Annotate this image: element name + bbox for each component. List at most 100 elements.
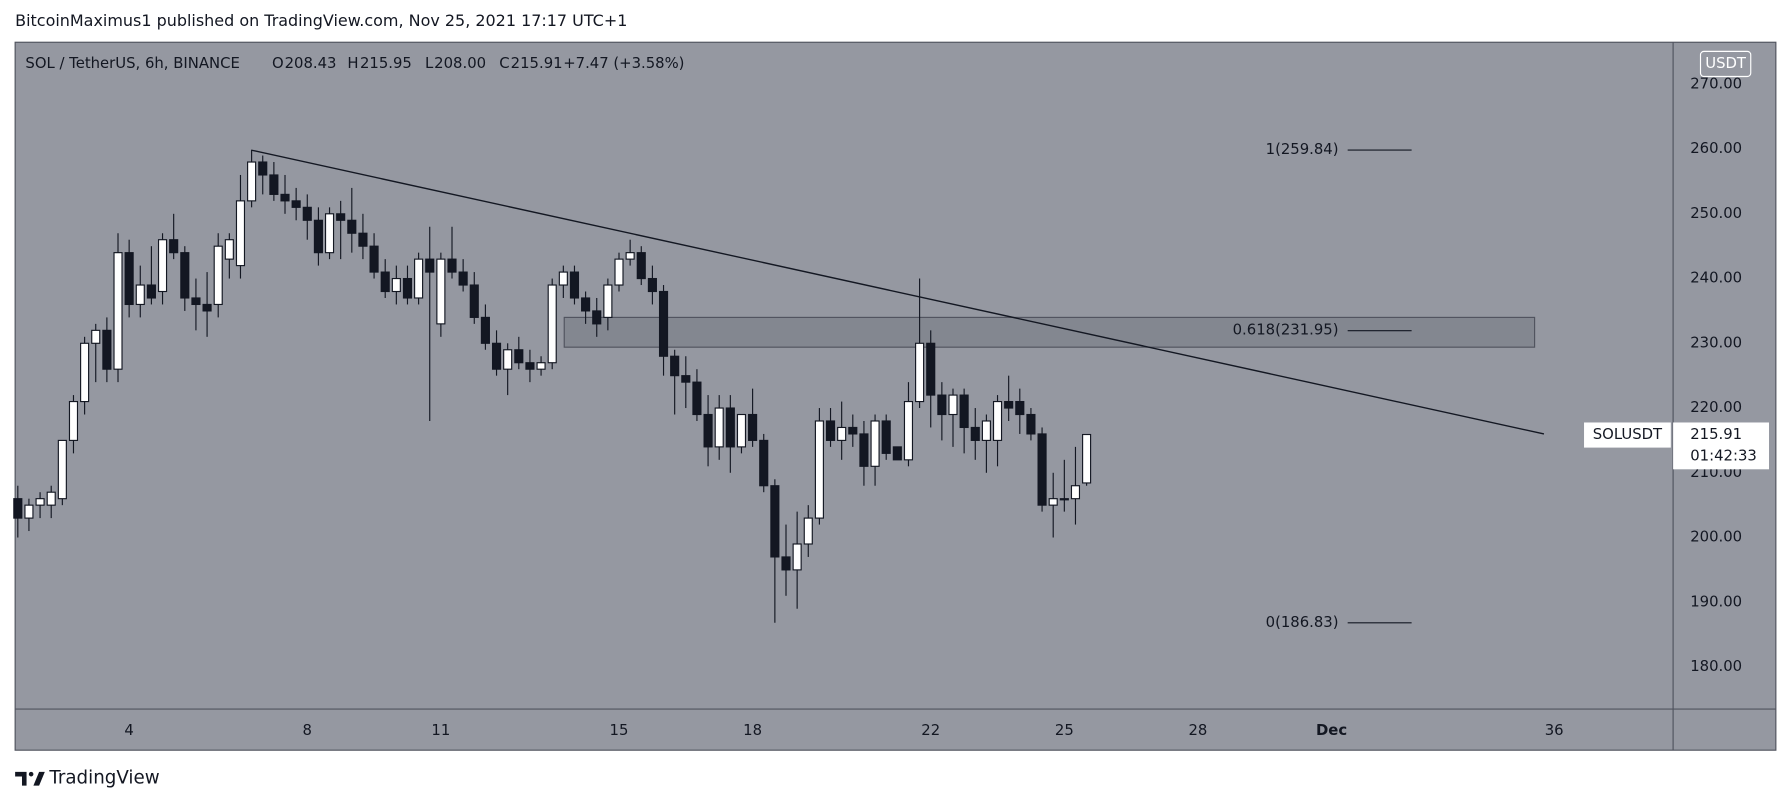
legend-field: H bbox=[347, 55, 358, 72]
candle-body-up bbox=[803, 517, 813, 545]
candle-body-down bbox=[258, 161, 268, 176]
logo bbox=[15, 771, 45, 786]
candle-body-down bbox=[302, 206, 312, 221]
candle-body-down bbox=[592, 310, 602, 325]
candle-body-down bbox=[202, 303, 212, 312]
candle-body-up bbox=[736, 413, 747, 448]
candle-body-up bbox=[503, 349, 513, 370]
candle-body-down bbox=[748, 413, 758, 441]
y-tick-label: 180.00 bbox=[1690, 658, 1742, 675]
candle-body-up bbox=[68, 400, 79, 441]
candle-body-up bbox=[547, 284, 557, 364]
candle-body-down bbox=[1004, 400, 1014, 409]
y-tick-label: 260.00 bbox=[1690, 140, 1742, 157]
candle-body-up bbox=[1059, 498, 1069, 501]
candle-body-down bbox=[491, 342, 502, 370]
candle-body-down bbox=[525, 362, 535, 370]
y-tick-label: 250.00 bbox=[1690, 205, 1742, 222]
logo-mark bbox=[33, 771, 45, 786]
x-tick-label: 28 bbox=[1188, 722, 1207, 739]
candle-body-up bbox=[948, 394, 958, 416]
logo-mark bbox=[15, 771, 27, 786]
candle-body-up bbox=[792, 543, 802, 571]
candle-body-up bbox=[24, 504, 34, 519]
candle-body-up bbox=[57, 439, 67, 500]
candle-body-down bbox=[347, 219, 357, 234]
candle-body-up bbox=[1070, 485, 1081, 500]
candle-body-down bbox=[703, 413, 713, 448]
fib-label: 1(259.84) bbox=[1266, 141, 1339, 158]
candle-body-down bbox=[926, 342, 936, 396]
y-tick-label: 270.00 bbox=[1690, 75, 1742, 92]
candle-body-down bbox=[336, 213, 346, 221]
candle-body-down bbox=[781, 556, 791, 571]
candle-body-up bbox=[837, 426, 847, 441]
y-tick-label: 200.00 bbox=[1690, 529, 1742, 546]
candle-body-up bbox=[614, 258, 624, 286]
legend-value: 215.91 bbox=[511, 55, 563, 72]
y-tick-label: 190.00 bbox=[1690, 593, 1742, 610]
candle-body-up bbox=[324, 213, 335, 254]
symbol-tag-text: SOLUSDT bbox=[1593, 426, 1663, 443]
candle-body-up bbox=[814, 420, 824, 519]
candle-body-down bbox=[369, 245, 379, 273]
candle-body-down bbox=[892, 446, 902, 461]
header: BitcoinMaximus1 published on TradingView… bbox=[15, 11, 627, 30]
fib-label: 0(186.83) bbox=[1266, 614, 1339, 631]
y-tick-label: 220.00 bbox=[1690, 399, 1742, 416]
candle-body-up bbox=[981, 420, 991, 441]
x-tick-label: 36 bbox=[1545, 722, 1564, 739]
candle-body-down bbox=[146, 284, 156, 299]
legend-change: +7.47 (+3.58%) bbox=[563, 55, 684, 72]
candle-body-down bbox=[681, 375, 691, 383]
candle-body-down bbox=[881, 420, 891, 454]
candle-body-up bbox=[391, 277, 401, 293]
candle-body-up bbox=[213, 245, 223, 306]
candle-body-down bbox=[725, 407, 735, 448]
x-tick-label: Dec bbox=[1316, 722, 1347, 739]
candle-body-down bbox=[692, 381, 702, 416]
candle-body-up bbox=[436, 258, 446, 325]
candle-body-up bbox=[235, 200, 246, 267]
candle-body-down bbox=[169, 239, 179, 254]
fib-label: 0.618(231.95) bbox=[1233, 322, 1339, 339]
candle-body-up bbox=[113, 252, 123, 370]
x-tick-label: 8 bbox=[303, 722, 312, 739]
candle-body-down bbox=[848, 426, 858, 435]
candle-body-down bbox=[514, 349, 524, 364]
legend-value: 208.00 bbox=[434, 55, 486, 72]
candle-body-up bbox=[870, 420, 880, 467]
candle-body-up bbox=[135, 284, 145, 306]
price-tag bbox=[1673, 422, 1770, 470]
candle-body-up bbox=[80, 342, 90, 403]
candle-body-down bbox=[313, 219, 323, 254]
price-tag-value: 215.91 bbox=[1690, 426, 1742, 443]
candle-body-down bbox=[380, 271, 390, 293]
legend-field: L bbox=[425, 55, 434, 72]
logo-mark bbox=[28, 771, 34, 777]
x-tick-label: 11 bbox=[431, 722, 450, 739]
legend-field: O bbox=[272, 55, 284, 72]
candle-body-up bbox=[35, 498, 45, 506]
candle-body-down bbox=[180, 252, 190, 299]
candle-body-down bbox=[102, 329, 112, 370]
candle-body-up bbox=[414, 258, 424, 299]
candle-body-up bbox=[625, 252, 635, 260]
candle-body-down bbox=[480, 316, 490, 344]
candle-body-down bbox=[569, 271, 580, 299]
candle-body-down bbox=[970, 426, 980, 441]
candle-body-up bbox=[247, 161, 257, 202]
candle-body-up bbox=[1082, 433, 1092, 484]
candle-body-down bbox=[402, 277, 413, 299]
currency-box bbox=[1699, 50, 1752, 78]
candle-body-down bbox=[1037, 433, 1047, 506]
y-tick-label: 240.00 bbox=[1690, 270, 1742, 287]
candle-body-down bbox=[825, 420, 836, 441]
x-tick-label: 25 bbox=[1055, 722, 1074, 739]
candle-body-down bbox=[269, 174, 279, 195]
currency: USDT bbox=[1705, 55, 1747, 72]
candle-body-up bbox=[714, 407, 724, 448]
candle-body-down bbox=[291, 200, 301, 208]
